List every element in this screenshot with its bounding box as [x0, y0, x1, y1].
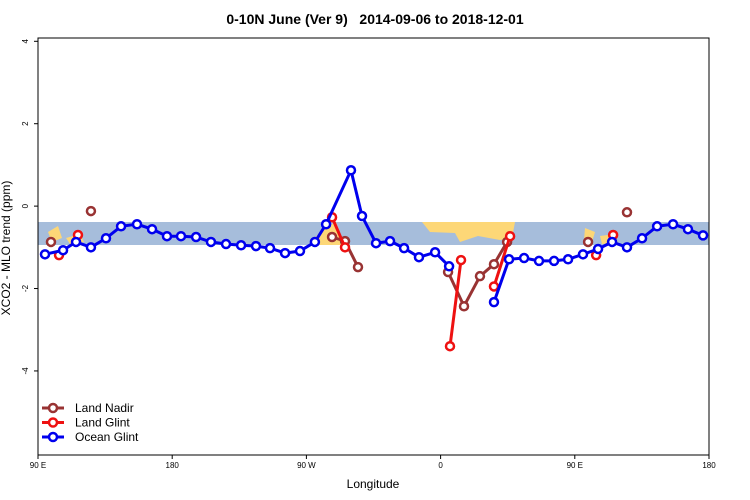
data-point — [339, 242, 351, 253]
legend-marker — [47, 402, 59, 414]
x-tick-label: 0 — [438, 461, 443, 470]
data-point — [115, 221, 127, 232]
legend-label: Land Glint — [75, 416, 130, 430]
y-tick-label: 2 — [21, 121, 30, 126]
data-point — [220, 238, 232, 250]
y-axis-label: XCO2 - MLO trend (ppm) — [0, 181, 13, 316]
data-point — [488, 258, 500, 270]
legend-label: Ocean Glint — [75, 430, 139, 444]
legend-marker — [47, 417, 59, 428]
data-point — [356, 210, 368, 222]
data-point — [161, 230, 173, 242]
x-tick-label: 90 W — [297, 461, 316, 470]
data-point — [175, 230, 187, 242]
x-axis-label: Longitude — [347, 477, 400, 491]
data-point — [264, 242, 276, 254]
y-tick-label: 4 — [21, 39, 30, 44]
data-point — [370, 237, 382, 249]
data-point — [205, 236, 217, 248]
data-point — [504, 230, 516, 242]
plot-frame — [37, 37, 710, 456]
legend-label: Land Nadir — [75, 401, 134, 415]
x-tick-label: 180 — [166, 461, 180, 470]
data-point — [488, 281, 500, 292]
data-point — [697, 230, 709, 241]
data-point — [57, 244, 69, 256]
data-point — [606, 236, 618, 248]
data-point — [577, 249, 589, 260]
data-point — [562, 254, 574, 265]
land-patch — [422, 222, 515, 242]
data-point — [39, 249, 51, 260]
data-point — [582, 236, 594, 248]
data-point — [131, 218, 143, 230]
data-point — [320, 218, 332, 230]
data-point — [85, 242, 97, 253]
data-point — [294, 245, 306, 257]
chart-title: 0-10N June (Ver 9) 2014-09-06 to 2018-12… — [226, 11, 523, 27]
data-point — [45, 236, 57, 248]
data-point — [70, 236, 82, 248]
data-point — [326, 231, 338, 243]
data-point — [235, 240, 247, 251]
data-point — [309, 236, 321, 248]
data-point — [146, 223, 158, 235]
data-point — [250, 240, 262, 252]
data-point — [503, 254, 515, 265]
data-point — [682, 223, 694, 235]
data-point — [444, 340, 456, 352]
y-tick-label: -2 — [21, 284, 30, 292]
data-point — [548, 255, 560, 267]
data-point — [443, 261, 455, 272]
data-point — [636, 233, 648, 244]
y-tick-label: -4 — [21, 367, 30, 375]
x-tick-label: 90 E — [30, 461, 46, 470]
data-point — [352, 261, 364, 273]
data-point — [592, 243, 604, 255]
data-point — [455, 254, 467, 266]
data-point — [384, 235, 396, 247]
data-point — [488, 296, 500, 308]
data-point — [621, 207, 633, 218]
data-point — [100, 233, 112, 244]
data-point — [413, 251, 425, 263]
data-point — [345, 165, 357, 176]
data-point — [429, 247, 441, 258]
x-tick-label: 180 — [702, 461, 716, 470]
data-point — [533, 255, 545, 267]
data-point — [651, 221, 663, 232]
data-point — [398, 242, 410, 254]
data-point — [279, 247, 291, 259]
data-point — [458, 300, 470, 312]
data-point — [667, 218, 679, 230]
legend-marker — [47, 431, 59, 443]
x-tick-label: 90 E — [567, 461, 583, 470]
data-point — [621, 242, 633, 253]
y-tick-label: 0 — [21, 203, 30, 208]
data-point — [518, 252, 530, 264]
data-point — [85, 205, 97, 217]
data-point — [190, 231, 202, 243]
data-point — [474, 270, 486, 282]
